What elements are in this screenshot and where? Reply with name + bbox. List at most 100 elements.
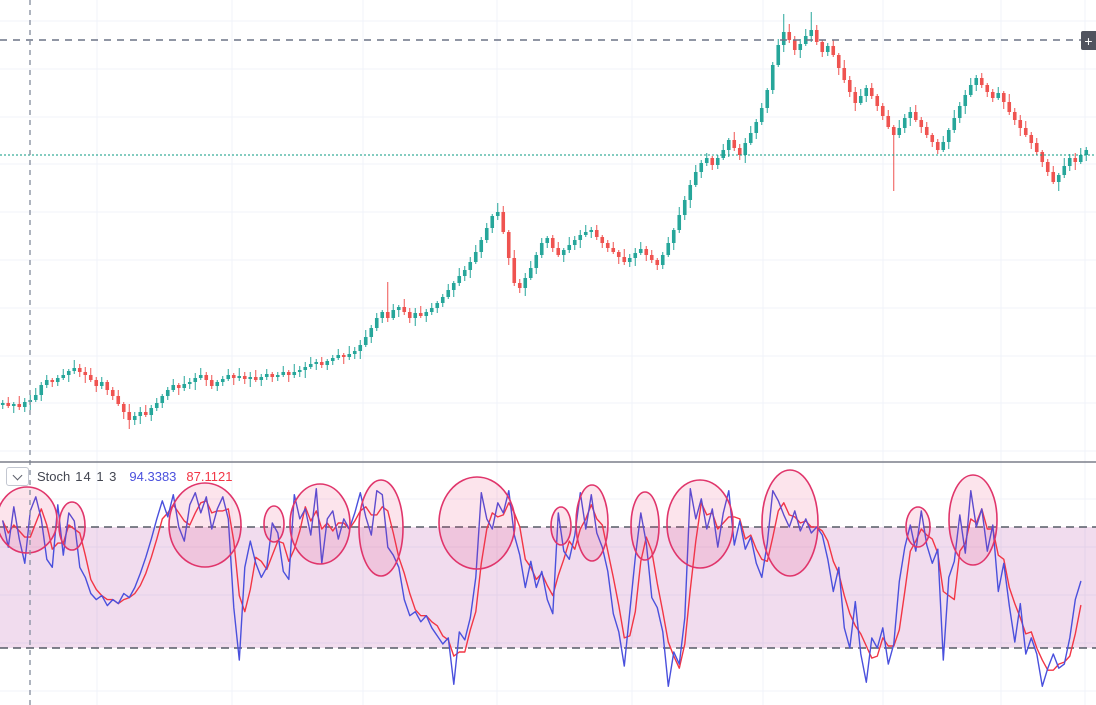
candle-body[interactable] xyxy=(545,238,550,243)
candle-body[interactable] xyxy=(55,378,60,382)
candle-body[interactable] xyxy=(996,93,1001,98)
candle-body[interactable] xyxy=(50,380,55,382)
candle-body[interactable] xyxy=(204,375,209,380)
candle-body[interactable] xyxy=(820,42,825,52)
candle-body[interactable] xyxy=(479,240,484,252)
candle-body[interactable] xyxy=(440,297,445,303)
stoch-overbought-circle[interactable] xyxy=(761,469,819,577)
candle-body[interactable] xyxy=(369,328,374,337)
stoch-overbought-circle[interactable] xyxy=(438,476,516,570)
stoch-overbought-circle[interactable] xyxy=(575,484,609,562)
candle-body[interactable] xyxy=(77,368,82,372)
candle-body[interactable] xyxy=(671,230,676,243)
candle-body[interactable] xyxy=(649,255,654,260)
indicator-title[interactable]: Stoch xyxy=(37,469,71,484)
candle-body[interactable] xyxy=(699,163,704,172)
candle-body[interactable] xyxy=(781,32,786,45)
candle-body[interactable] xyxy=(198,375,203,378)
candle-body[interactable] xyxy=(248,377,253,379)
candle-body[interactable] xyxy=(622,257,627,262)
candle-body[interactable] xyxy=(121,404,126,412)
candle-body[interactable] xyxy=(748,133,753,143)
candle-body[interactable] xyxy=(578,235,583,240)
candle-body[interactable] xyxy=(83,372,88,375)
candle-body[interactable] xyxy=(1029,135,1034,143)
candle-body[interactable] xyxy=(1023,128,1028,135)
candle-body[interactable] xyxy=(264,374,269,377)
candle-body[interactable] xyxy=(935,142,940,150)
candle-body[interactable] xyxy=(853,92,858,103)
candle-body[interactable] xyxy=(726,140,731,150)
candle-body[interactable] xyxy=(402,307,407,312)
stoch-overbought-circle[interactable] xyxy=(948,474,998,566)
candle-body[interactable] xyxy=(715,158,720,165)
candle-body[interactable] xyxy=(187,382,192,384)
candle-body[interactable] xyxy=(930,135,935,142)
candle-body[interactable] xyxy=(589,230,594,232)
candle-body[interactable] xyxy=(754,122,759,133)
candle-body[interactable] xyxy=(391,310,396,318)
candle-body[interactable] xyxy=(457,276,462,283)
candle-body[interactable] xyxy=(814,30,819,42)
candle-body[interactable] xyxy=(407,312,412,318)
candle-body[interactable] xyxy=(941,142,946,150)
candle-body[interactable] xyxy=(6,403,11,406)
candle-body[interactable] xyxy=(682,200,687,215)
candle-body[interactable] xyxy=(644,249,649,255)
candle-body[interactable] xyxy=(182,384,187,388)
candle-body[interactable] xyxy=(1062,166,1067,175)
candle-body[interactable] xyxy=(363,337,368,345)
candle-body[interactable] xyxy=(39,385,44,395)
candle-body[interactable] xyxy=(693,172,698,185)
candle-body[interactable] xyxy=(913,112,918,120)
candle-body[interactable] xyxy=(484,228,489,240)
candle-body[interactable] xyxy=(413,313,418,318)
candle-body[interactable] xyxy=(902,118,907,128)
candle-body[interactable] xyxy=(869,88,874,96)
candle-body[interactable] xyxy=(209,380,214,386)
candle-body[interactable] xyxy=(259,377,264,380)
candle-body[interactable] xyxy=(798,44,803,50)
candle-body[interactable] xyxy=(567,245,572,250)
candle-body[interactable] xyxy=(561,250,566,255)
candle-body[interactable] xyxy=(605,243,610,248)
candle-body[interactable] xyxy=(770,65,775,90)
candle-body[interactable] xyxy=(963,95,968,106)
candle-body[interactable] xyxy=(616,252,621,257)
candle-body[interactable] xyxy=(72,368,77,371)
candle-body[interactable] xyxy=(468,262,473,270)
candle-body[interactable] xyxy=(743,143,748,155)
candle-body[interactable] xyxy=(94,380,99,386)
candle-body[interactable] xyxy=(583,232,588,235)
candle-body[interactable] xyxy=(908,112,913,118)
candle-body[interactable] xyxy=(347,354,352,357)
stoch-overbought-circle[interactable] xyxy=(358,479,404,577)
candle-body[interactable] xyxy=(275,375,280,377)
candle-body[interactable] xyxy=(44,380,49,385)
candle-body[interactable] xyxy=(99,382,104,386)
candle-body[interactable] xyxy=(110,390,115,396)
candle-body[interactable] xyxy=(33,395,38,400)
candle-body[interactable] xyxy=(242,376,247,379)
stoch-pane[interactable] xyxy=(0,462,1096,705)
candle-body[interactable] xyxy=(952,118,957,130)
candle-body[interactable] xyxy=(858,96,863,103)
candle-body[interactable] xyxy=(319,362,324,365)
candle-body[interactable] xyxy=(330,358,335,361)
candle-body[interactable] xyxy=(528,268,533,278)
candle-body[interactable] xyxy=(985,85,990,92)
add-alert-plus-button[interactable]: + xyxy=(1081,31,1096,50)
stoch-overbought-circle[interactable] xyxy=(550,506,572,546)
candle-body[interactable] xyxy=(127,412,132,420)
candle-body[interactable] xyxy=(776,45,781,65)
candle-body[interactable] xyxy=(501,212,506,232)
candle-body[interactable] xyxy=(154,403,159,408)
candle-body[interactable] xyxy=(462,270,467,276)
stoch-overbought-circle[interactable] xyxy=(666,479,734,569)
candle-body[interactable] xyxy=(231,375,236,378)
candle-body[interactable] xyxy=(11,404,16,406)
candle-body[interactable] xyxy=(732,140,737,148)
stoch-overbought-circle[interactable] xyxy=(289,483,351,565)
candle-body[interactable] xyxy=(132,416,137,420)
